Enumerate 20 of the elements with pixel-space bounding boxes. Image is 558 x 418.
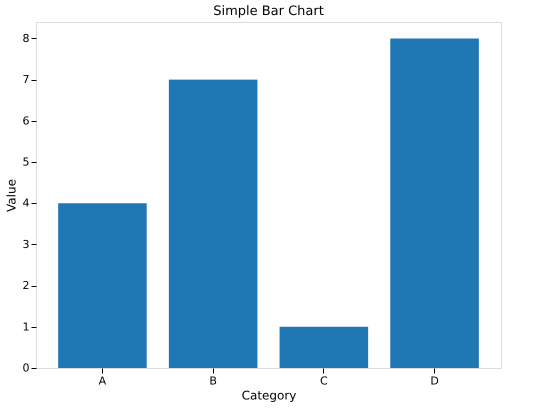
x-axis-title: Category [242,388,296,402]
x-tick-label: D [430,374,439,388]
chart-title: Simple Bar Chart [213,4,324,19]
y-tick-label: 5 [22,156,30,169]
y-tick-label: 7 [22,73,30,86]
x-tick-label: C [320,374,328,388]
x-tick-label: B [209,374,217,388]
bar [280,326,368,368]
y-axis-title: Value [4,179,18,212]
y-tick-label: 8 [22,32,30,45]
y-tick-label: 0 [22,362,30,374]
y-tick-label: 4 [22,196,30,210]
bar [168,80,258,368]
bar [390,38,479,368]
y-tick-label: 2 [22,279,30,292]
y-tick-label: 3 [22,238,30,251]
y-tick-label: 1 [22,320,30,334]
bar [58,203,147,368]
x-tick-label: A [98,374,107,388]
y-tick-label: 6 [22,114,30,128]
